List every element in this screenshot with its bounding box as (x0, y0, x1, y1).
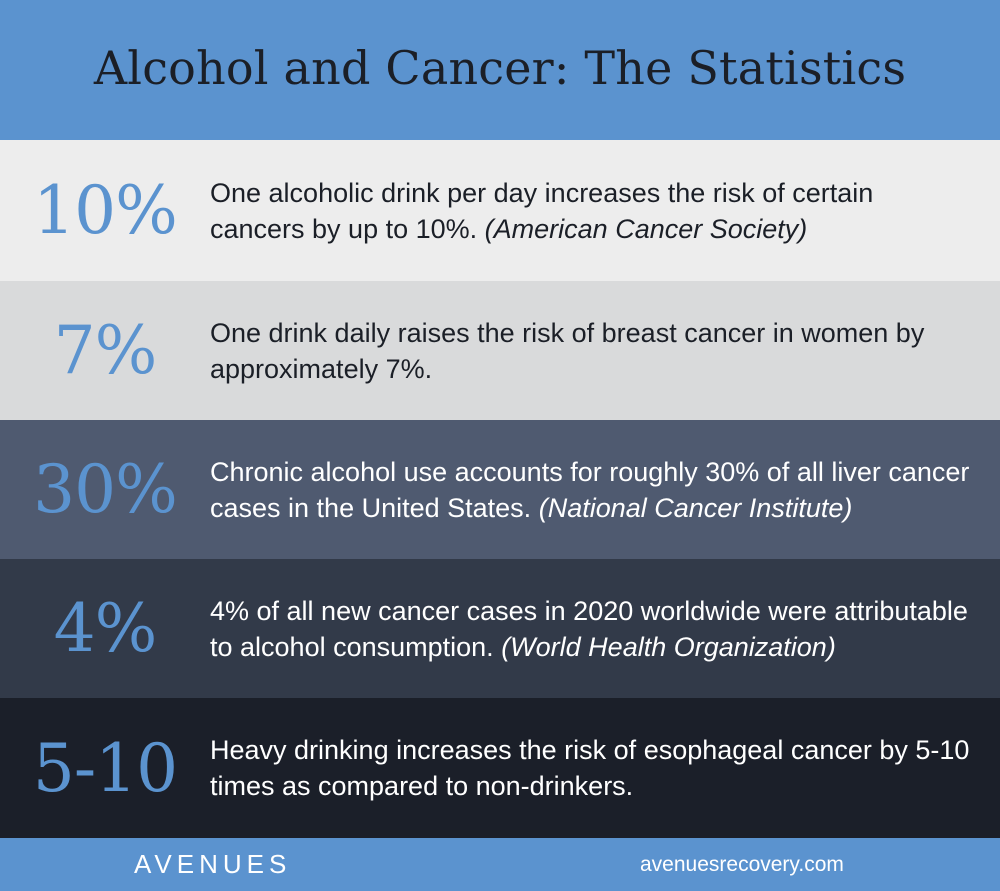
stat-description: 4% of all new cancer cases in 2020 world… (210, 593, 1000, 665)
stat-source: (National Cancer Institute) (538, 492, 853, 523)
stat-text: One alcoholic drink per day increases th… (210, 177, 874, 244)
footer-bar: AVENUES avenuesrecovery.com (0, 838, 1000, 891)
stat-row-1: 10% One alcoholic drink per day increase… (0, 140, 1000, 281)
website-url: avenuesrecovery.com (640, 853, 844, 876)
stat-text: 4% of all new cancer cases in 2020 world… (210, 595, 968, 662)
stat-row-5: 5-10 Heavy drinking increases the risk o… (0, 698, 1000, 838)
stat-text: One drink daily raises the risk of breas… (210, 317, 925, 384)
page-title: Alcohol and Cancer: The Statistics (93, 41, 907, 95)
stat-description: Heavy drinking increases the risk of eso… (210, 732, 1000, 804)
stat-row-2: 7% One drink daily raises the risk of br… (0, 281, 1000, 420)
stat-description: Chronic alcohol use accounts for roughly… (210, 454, 1000, 526)
avenues-logo: AVENUES (134, 848, 292, 879)
stat-text: Chronic alcohol use accounts for roughly… (210, 456, 970, 523)
header-banner: Alcohol and Cancer: The Statistics (0, 0, 1000, 140)
stat-value: 10% (33, 172, 178, 249)
stat-value: 7% (53, 312, 158, 389)
stat-source: (World Health Organization) (501, 631, 836, 662)
stat-description: One alcoholic drink per day increases th… (210, 175, 1000, 247)
stat-row-4: 4% 4% of all new cancer cases in 2020 wo… (0, 559, 1000, 698)
stat-description: One drink daily raises the risk of breas… (210, 315, 1000, 387)
stat-value: 5-10 (32, 729, 178, 807)
stat-text: Heavy drinking increases the risk of eso… (210, 735, 970, 801)
stat-row-3: 30% Chronic alcohol use accounts for rou… (0, 420, 1000, 559)
stat-value: 4% (53, 590, 158, 667)
stat-value: 30% (33, 451, 178, 528)
stat-source: (American Cancer Society) (484, 213, 808, 244)
